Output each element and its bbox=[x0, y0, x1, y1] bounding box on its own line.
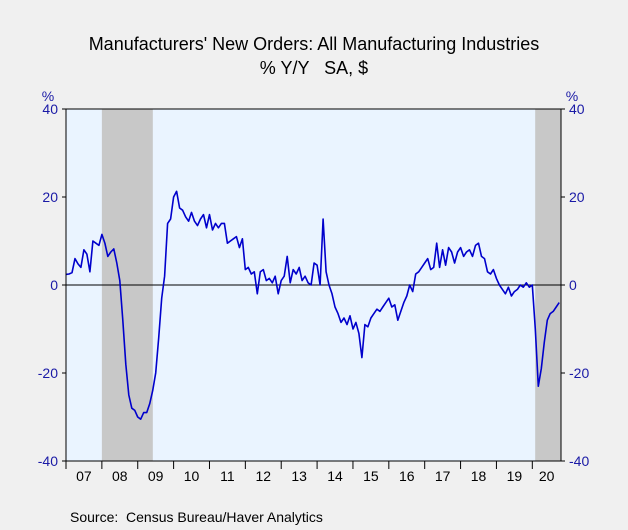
y-tick-label-left-2: 0 bbox=[50, 277, 58, 293]
y-unit-left: % bbox=[42, 88, 54, 104]
y-tick-label-right-2: 0 bbox=[569, 277, 577, 293]
source-note: Source: Census Bureau/Haver Analytics bbox=[70, 509, 323, 525]
y-tick-label-right-0: 40 bbox=[569, 101, 585, 117]
x-tick-label-08: 08 bbox=[112, 468, 128, 484]
x-tick-label-13: 13 bbox=[291, 468, 307, 484]
x-tick-label-10: 10 bbox=[184, 468, 200, 484]
y-tick-label-right-4: -40 bbox=[569, 453, 589, 469]
x-tick-label-12: 12 bbox=[255, 468, 271, 484]
chart-subtitle: % Y/Y SA, $ bbox=[260, 58, 368, 78]
y-tick-label-left-3: -20 bbox=[38, 365, 58, 381]
series-line bbox=[65, 190, 560, 420]
y-tick-label-left-4: -40 bbox=[38, 453, 58, 469]
y-tick-label-right-3: -20 bbox=[569, 365, 589, 381]
x-tick-label-11: 11 bbox=[220, 468, 235, 484]
x-tick-label-17: 17 bbox=[435, 468, 451, 484]
y-tick-label-right-1: 20 bbox=[569, 189, 585, 205]
x-tick-label-18: 18 bbox=[471, 468, 487, 484]
x-tick-label-19: 19 bbox=[507, 468, 523, 484]
x-tick-label-14: 14 bbox=[327, 468, 343, 484]
chart-title: Manufacturers' New Orders: All Manufactu… bbox=[89, 34, 540, 54]
x-tick-label-15: 15 bbox=[363, 468, 379, 484]
axis-layer bbox=[62, 108, 565, 469]
tick-labels: 40 40 20 20 0 0 -20 -20 -40 -40 07 08 09 10 11 12 13 14 15… bbox=[38, 101, 590, 484]
series-layer bbox=[65, 190, 560, 420]
x-tick-label-09: 09 bbox=[148, 468, 164, 484]
x-tick-label-16: 16 bbox=[399, 468, 415, 484]
plot-frame bbox=[65, 108, 562, 462]
x-tick-label-20: 20 bbox=[539, 468, 555, 484]
y-unit-right: % bbox=[566, 88, 578, 104]
y-tick-label-left-0: 40 bbox=[42, 101, 58, 117]
x-tick-label-07: 07 bbox=[76, 468, 92, 484]
y-tick-label-left-1: 20 bbox=[42, 189, 58, 205]
